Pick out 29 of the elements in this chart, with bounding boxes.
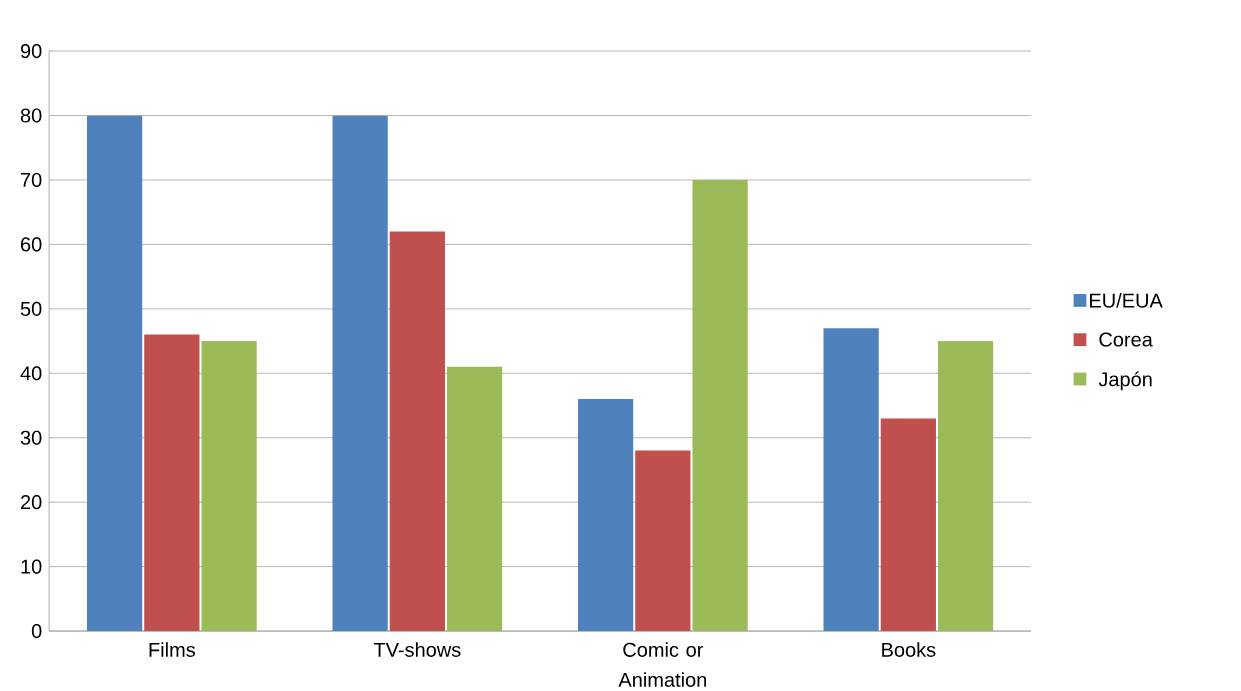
y-tick-label: 60: [21, 237, 42, 252]
bar: [880, 418, 936, 632]
bar: [201, 341, 257, 632]
y-tick-label: 20: [20, 495, 42, 510]
bar: [446, 366, 503, 632]
y-tick-label: 50: [20, 301, 42, 316]
x-tick-label: TV-shows: [373, 642, 461, 657]
y-tick-label: 0: [31, 623, 42, 639]
y-tick-label: 80: [20, 108, 42, 123]
y-tick-label: 90: [20, 43, 42, 59]
x-tick-label: Books: [882, 642, 936, 657]
x-tick-label: Films: [149, 642, 195, 657]
bar: [144, 334, 200, 632]
legend-label: EU/EUA: [1090, 292, 1163, 308]
bar: [635, 450, 691, 632]
y-tick-label: 30: [20, 430, 42, 445]
y-tick-label: 40: [20, 366, 42, 381]
bar: [332, 115, 388, 632]
legend-label: Corea: [1099, 332, 1153, 347]
bar: [578, 399, 634, 632]
bar: [389, 231, 445, 632]
bar: [692, 179, 748, 632]
legend-label: Japón: [1098, 371, 1152, 391]
y-tick-label: 10: [21, 559, 42, 574]
x-tick-label: Comic or Animation: [618, 642, 706, 687]
bar: [823, 328, 879, 632]
y-tick-label: 70: [21, 172, 42, 188]
bar: [937, 341, 994, 632]
bar: [87, 115, 143, 632]
